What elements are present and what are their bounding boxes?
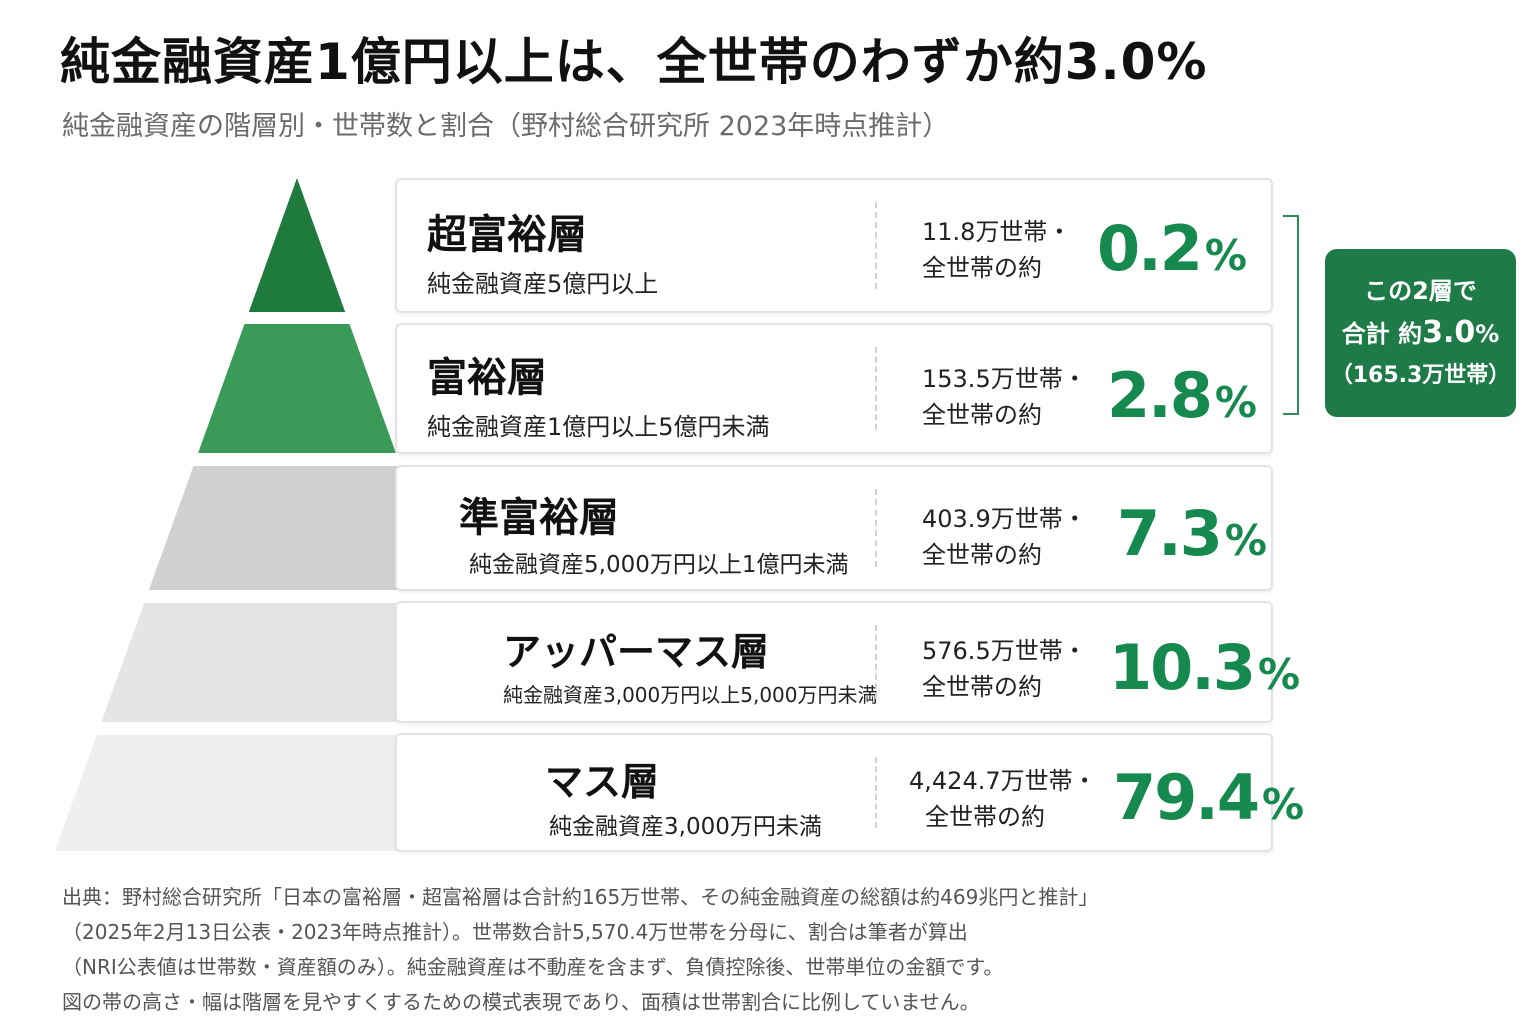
footnote-line: （NRI公表値は世帯数・資産額のみ）。純金融資産は不動産を含まず、負債控除後、世… [62,955,1004,979]
summary-callout: この2層で 合計 約3.0% （165.3万世帯） [1325,249,1516,417]
households-prefix: 全世帯の約 [922,254,1042,282]
tier-name: 富裕層 [427,355,547,401]
percentage-unit: % [1261,780,1305,829]
tier-households: 4,424.7万世帯・ 全世帯の約 [909,763,1097,835]
tier-percentage: 10.3% [1109,631,1300,704]
tier-description: 純金融資産1億円以上5億円未満 [427,413,770,441]
households-count: 576.5万世帯・ [922,637,1087,665]
percentage-unit: % [1257,650,1301,699]
percentage-value: 79.4 [1113,761,1260,834]
tier-card-ultra-wealthy: 超富裕層 純金融資産5億円以上 11.8万世帯・ 全世帯の約 0.2% [395,178,1273,313]
households-count: 11.8万世帯・ [922,218,1072,246]
percentage-unit: % [1204,231,1247,280]
callout-line3: （165.3万世帯） [1330,362,1511,388]
tier-percentage: 79.4% [1113,761,1304,834]
tier-name: マス層 [545,760,660,804]
source-footnote: 出典：野村総合研究所「日本の富裕層・超富裕層は合計約165万世帯、その純金融資産… [62,880,1462,1020]
dashed-divider [875,489,877,567]
callout-line2: 合計 約3.0% [1342,312,1500,355]
percentage-value: 10.3 [1109,631,1256,704]
percentage-unit: % [1224,516,1267,565]
tier-households: 403.9万世帯・ 全世帯の約 [922,501,1087,573]
pyramid-band-ultra-wealthy [248,178,346,312]
callout-total-value: 3.0 [1422,314,1476,350]
percentage-unit: % [1214,378,1257,427]
percentage-value: 2.8 [1107,359,1213,432]
percentage-value: 7.3 [1117,497,1223,570]
households-count: 4,424.7万世帯・ [909,767,1097,795]
tier-description: 純金融資産5億円以上 [427,270,659,298]
tier-card-semi-wealthy: 準富裕層 純金融資産5,000万円以上1億円未満 403.9万世帯・ 全世帯の約… [395,465,1273,591]
footnote-line: （2025年2月13日公表・2023年時点推計）。世帯数合計5,570.4万世帯… [62,920,968,944]
tier-households: 153.5万世帯・ 全世帯の約 [922,361,1087,433]
tier-card-wealthy: 富裕層 純金融資産1億円以上5億円未満 153.5万世帯・ 全世帯の約 2.8% [395,323,1273,454]
grouping-bracket [1283,215,1299,415]
households-prefix: 全世帯の約 [922,673,1042,701]
percentage-value: 0.2 [1097,212,1203,285]
tier-card-upper-mass: アッパーマス層 純金融資産3,000万円以上5,000万円未満 576.5万世帯… [395,601,1300,723]
pyramid-band-upper-mass [101,603,491,722]
households-count: 153.5万世帯・ [922,365,1087,393]
dashed-divider [875,757,877,828]
tier-name: 準富裕層 [459,495,619,541]
footnote-line: 図の帯の高さ・幅は階層を見やすくするための模式表現であり、面積は世帯割合に比例し… [62,990,980,1014]
tier-description: 純金融資産3,000万円未満 [549,814,822,840]
households-prefix: 全世帯の約 [922,541,1042,569]
tier-description: 純金融資産3,000万円以上5,000万円未満 [503,683,878,707]
callout-total-prefix: 合計 約 [1341,319,1423,348]
tier-percentage: 7.3% [1117,497,1267,570]
dashed-divider [875,202,877,289]
callout-line1: この2層で [1364,276,1477,305]
callout-total-unit: % [1475,319,1500,348]
tier-name: 超富裕層 [427,212,587,258]
tier-name: アッパーマス層 [503,630,770,674]
households-prefix: 全世帯の約 [922,401,1042,429]
footnote-line: 出典：野村総合研究所「日本の富裕層・超富裕層は合計約165万世帯、その純金融資産… [62,885,1099,909]
tier-percentage: 2.8% [1107,359,1257,432]
households-prefix: 全世帯の約 [925,803,1045,831]
tier-percentage: 0.2% [1097,212,1247,285]
dashed-divider [875,625,877,699]
dashed-divider [875,347,877,430]
tier-households: 576.5万世帯・ 全世帯の約 [922,633,1087,705]
pyramid-band-semi-wealthy [148,466,445,590]
page-subtitle: 純金融資産の階層別・世帯数と割合（野村総合研究所 2023年時点推計） [62,111,950,142]
households-count: 403.9万世帯・ [922,505,1087,533]
tier-description: 純金融資産5,000万円以上1億円未満 [469,552,849,578]
tier-households: 11.8万世帯・ 全世帯の約 [922,214,1071,286]
page-title: 純金融資産1億円以上は、全世帯のわずか約3.0% [60,33,1208,91]
pyramid-band-wealthy [198,324,396,453]
tier-card-mass: マス層 純金融資産3,000万円未満 4,424.7万世帯・ 全世帯の約 79.… [395,733,1304,852]
